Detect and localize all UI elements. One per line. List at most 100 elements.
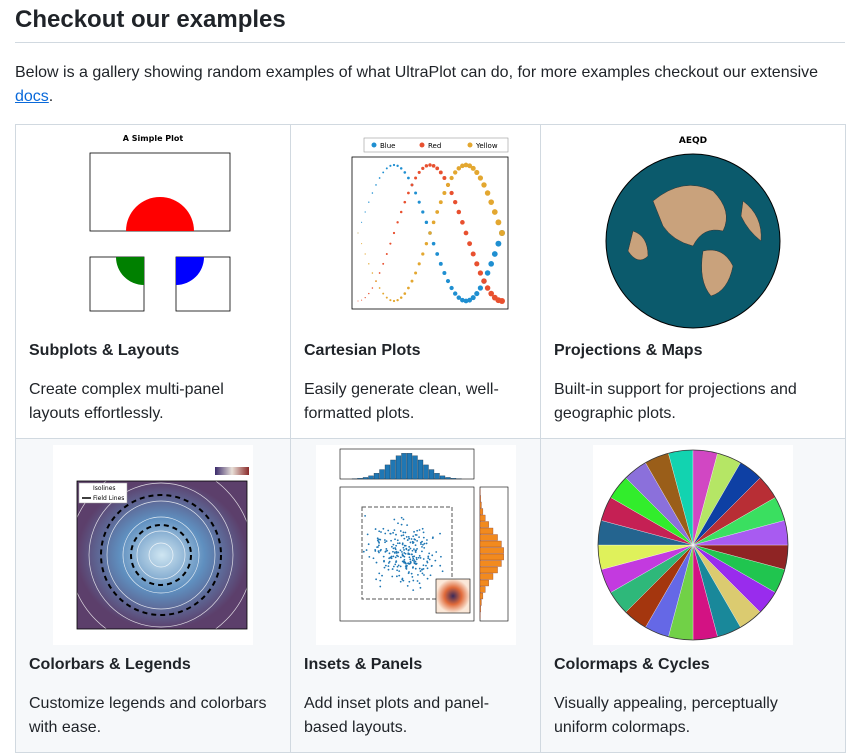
hist-bar	[479, 534, 498, 541]
plot-dot	[378, 579, 381, 582]
plot-dot	[418, 567, 421, 570]
plot-dot	[415, 539, 418, 542]
plot-dot	[404, 567, 407, 569]
card-title: Colormaps & Cycles	[554, 656, 710, 673]
hist-bar	[479, 599, 482, 606]
plot-dot	[438, 200, 443, 205]
plot-dot	[422, 546, 425, 549]
plot-dot	[377, 572, 380, 575]
image-title: AEQD	[679, 136, 707, 146]
hist-bar	[479, 553, 504, 561]
plot-dot	[362, 550, 365, 553]
plot-dot	[452, 291, 457, 296]
plot-dot	[413, 271, 417, 275]
plot-dot	[487, 290, 494, 297]
plot-dot	[378, 177, 380, 179]
plot-dot	[452, 199, 457, 205]
plot-dot	[377, 551, 380, 554]
plot-dot	[400, 523, 403, 526]
legend-label: Blue	[380, 142, 396, 150]
plot-dot	[400, 550, 403, 553]
plot-dot	[415, 547, 418, 550]
plot-dot	[430, 564, 433, 567]
plot-dot	[404, 552, 406, 555]
plot-dot	[413, 549, 416, 552]
plot-dot	[400, 534, 402, 537]
plot-dot	[360, 221, 362, 223]
plot-dot	[377, 544, 380, 547]
docs-link[interactable]: docs	[15, 88, 49, 105]
plot-dot	[427, 552, 430, 555]
plot-dot	[420, 550, 423, 553]
plot-dot	[376, 546, 379, 548]
plot-dot	[427, 231, 432, 235]
plot-dot	[357, 300, 358, 302]
plot-dot	[431, 220, 435, 225]
plot-dot	[401, 531, 404, 534]
hist-bar	[479, 547, 504, 554]
plot-dot	[374, 578, 377, 581]
plot-dot	[412, 559, 415, 562]
plot-dot	[381, 527, 384, 530]
plot-dot	[402, 561, 405, 564]
plot-dot	[409, 560, 411, 563]
hist-bar	[479, 521, 489, 528]
plot-dot	[392, 231, 395, 235]
plot-dot	[425, 539, 428, 541]
plot-dot	[425, 560, 428, 563]
plot-dot	[410, 538, 412, 540]
plot-dot	[402, 518, 404, 521]
plot-dot	[393, 563, 396, 566]
intro-end: .	[48, 88, 54, 105]
plot-dot	[400, 516, 403, 519]
card-title: Projections & Maps	[554, 342, 703, 359]
plot-dot	[433, 559, 436, 562]
plot-dot	[378, 272, 380, 274]
plot-dot	[401, 553, 403, 556]
plot-dot	[402, 537, 405, 540]
plot-dot	[399, 580, 402, 583]
plot-dot	[388, 552, 390, 555]
plot-dot	[438, 170, 443, 175]
plot-dot	[391, 555, 394, 558]
plot-dot	[412, 560, 415, 563]
plot-dot	[383, 532, 386, 535]
plot-dot	[434, 210, 439, 214]
plot-dot	[381, 262, 384, 265]
plot-dot	[406, 176, 410, 180]
plot-dot	[384, 564, 387, 567]
plot-dot	[470, 295, 476, 301]
plot-dot	[484, 190, 490, 196]
plot-dot	[420, 210, 424, 214]
plot-dot	[434, 252, 439, 256]
plot-dot	[411, 549, 413, 552]
plot-dot	[360, 299, 362, 301]
plot-dot	[385, 253, 388, 256]
card-description: Easily generate clean, well-formatted pl…	[304, 381, 499, 422]
plot-dot	[459, 220, 465, 225]
hist-bar	[479, 495, 481, 502]
plot-dot	[383, 539, 386, 541]
plot-dot	[411, 542, 414, 545]
plot-dot	[414, 544, 416, 547]
plot-dot	[402, 171, 406, 174]
plot-dot	[414, 551, 417, 554]
plot-dot	[402, 546, 404, 549]
gallery-cell: A Simple Plot Subplots & Layouts Create …	[15, 124, 291, 439]
plot-dot	[366, 533, 369, 536]
plot-dot	[448, 285, 454, 291]
plot-dot	[375, 561, 377, 564]
hist-bar	[444, 477, 451, 480]
plot-dot	[412, 555, 415, 558]
plot-dot	[394, 556, 397, 559]
legend-label: Yellow	[475, 142, 498, 150]
plot-dot	[411, 540, 414, 543]
plot-dot	[387, 562, 390, 564]
plot-dot	[406, 539, 409, 541]
legend-label: Isolines	[93, 485, 116, 492]
plot-dot	[396, 542, 399, 545]
plot-dot	[417, 170, 421, 174]
plot-dot	[426, 577, 428, 580]
plot-dot	[384, 548, 387, 550]
hist-bar	[479, 579, 489, 587]
